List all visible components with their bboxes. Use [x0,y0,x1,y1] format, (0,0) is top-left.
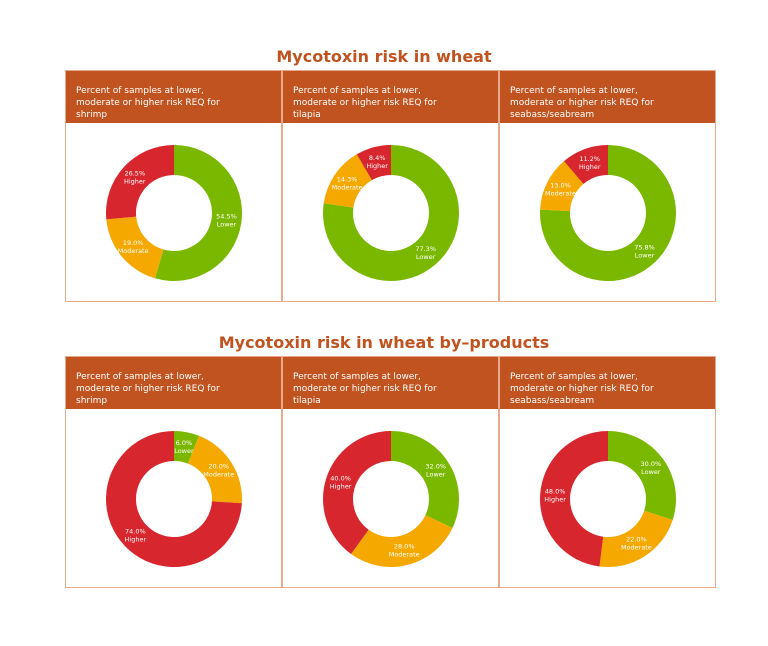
chart-panel: Percent of samples at lower, moderate or… [65,356,282,588]
chart-panel: Percent of samples at lower, moderate or… [499,356,716,588]
category-label: Lower [635,251,655,259]
category-label: Moderate [332,183,363,191]
panel-header: Percent of samples at lower, moderate or… [66,357,281,409]
chart-panel: Percent of samples at lower, moderate or… [65,70,282,302]
section-title: Mycotoxin risk in wheat [276,47,492,66]
donut-segment [599,510,673,567]
donut-segment [356,145,391,181]
donut-segment [540,161,584,212]
value-label: 54.5% [216,212,237,220]
category-label: Moderate [203,471,234,479]
category-label: Moderate [118,247,149,255]
donut-segment [540,145,676,281]
donut-segment [106,216,164,279]
category-label: Higher [124,177,146,185]
value-label: 77.3% [415,245,436,253]
value-label: 32.0% [425,463,446,471]
value-label: 26.5% [124,169,145,177]
panel-header: Percent of samples at lower, moderate or… [283,357,498,409]
donut-segment [323,431,391,555]
category-label: Moderate [545,190,576,198]
value-label: 48.0% [545,488,566,496]
chart-panel: Percent of samples at lower, moderate or… [282,356,499,588]
panel-header: Percent of samples at lower, moderate or… [66,71,281,123]
section-title: Mycotoxin risk in wheat by–products [218,333,550,352]
chart-panel: Percent of samples at lower, moderate or… [499,70,716,302]
category-label: Moderate [389,550,420,558]
category-label: Lower [174,447,194,455]
value-label: 75.8% [634,243,655,251]
panel-header: Percent of samples at lower, moderate or… [500,71,715,123]
donut-segment [106,145,174,220]
donut-segment [174,431,200,464]
value-label: 11.2% [579,155,600,163]
value-label: 74.0% [125,527,146,535]
donut-chart: 75.8%Lower 13.0%Moderate 11.2%Higher [540,145,676,281]
donut-segment [323,145,459,281]
donut-chart: 6.0%Lower 20.0%Moderate 74.0%Higher [105,431,242,567]
donut-segment [155,145,242,281]
donut-segment [539,431,608,567]
category-label: Higher [330,483,352,491]
category-label: Higher [544,496,566,504]
value-label: 20.0% [208,463,229,471]
value-label: 40.0% [330,475,351,483]
donut-segment [105,431,242,567]
donut-segment [608,431,676,521]
donut-segment [187,435,242,504]
donut-chart: 77.3%Lower 14.3%Moderate 8.4%Higher [323,145,459,281]
value-label: 14.3% [337,175,358,183]
donut-chart: 32.0%Lower 28.0%Moderate 40.0%Higher [323,431,459,567]
value-label: 28.0% [394,542,415,550]
donut-chart: 30.0%Lower 22.0%Moderate 48.0%Higher [539,431,676,567]
category-label: Higher [125,535,147,543]
category-label: Moderate [621,544,652,552]
donut-segment [564,145,608,185]
donut-segment [323,154,372,208]
value-label: 13.0% [550,182,571,190]
category-label: Lower [426,471,446,479]
value-label: 8.4% [369,154,386,162]
value-label: 30.0% [641,460,662,468]
value-label: 19.0% [123,239,144,247]
category-label: Higher [579,163,601,171]
panel-header: Percent of samples at lower, moderate or… [283,71,498,123]
category-label: Lower [416,253,436,261]
panel-header: Percent of samples at lower, moderate or… [500,357,715,409]
donut-segment [391,431,459,528]
donut-chart: 54.5%Lower 19.0%Moderate 26.5%Higher [106,145,242,281]
category-label: Lower [641,468,661,476]
value-label: 6.0% [176,439,193,447]
donut-segment [351,515,453,567]
value-label: 22.0% [626,536,647,544]
category-label: Lower [217,220,237,228]
category-label: Higher [366,162,388,170]
chart-panel: Percent of samples at lower, moderate or… [282,70,499,302]
